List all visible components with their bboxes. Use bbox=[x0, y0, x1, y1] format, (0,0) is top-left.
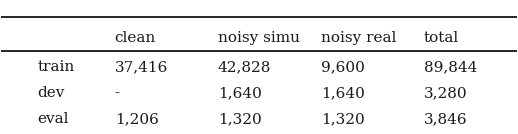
Text: 1,320: 1,320 bbox=[218, 112, 262, 126]
Text: 9,600: 9,600 bbox=[321, 60, 365, 74]
Text: eval: eval bbox=[37, 112, 69, 126]
Text: 37,416: 37,416 bbox=[115, 60, 168, 74]
Text: noisy real: noisy real bbox=[321, 31, 396, 45]
Text: clean: clean bbox=[115, 31, 156, 45]
Text: 42,828: 42,828 bbox=[218, 60, 271, 74]
Text: 3,846: 3,846 bbox=[424, 112, 468, 126]
Text: 1,640: 1,640 bbox=[321, 86, 365, 100]
Text: noisy simu: noisy simu bbox=[218, 31, 300, 45]
Text: 1,206: 1,206 bbox=[115, 112, 159, 126]
Text: 1,640: 1,640 bbox=[218, 86, 262, 100]
Text: dev: dev bbox=[37, 86, 65, 100]
Text: train: train bbox=[37, 60, 75, 74]
Text: -: - bbox=[115, 86, 120, 100]
Text: total: total bbox=[424, 31, 459, 45]
Text: 3,280: 3,280 bbox=[424, 86, 468, 100]
Text: 1,320: 1,320 bbox=[321, 112, 365, 126]
Text: 89,844: 89,844 bbox=[424, 60, 477, 74]
